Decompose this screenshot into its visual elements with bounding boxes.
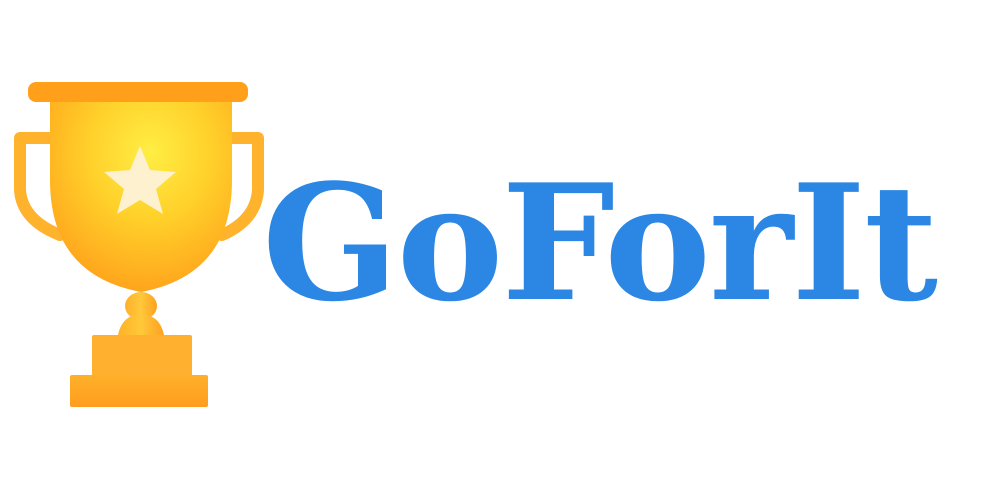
trophy-stem [118,314,164,335]
trophy-rim [28,82,248,102]
trophy-base-top [92,335,192,380]
trophy-star-icon [14,82,264,407]
brand-wordmark: GoForIt [262,149,938,337]
trophy-star [104,146,176,214]
trophy-base-bottom [70,375,208,407]
trophy-neck [125,292,157,320]
trophy-handles [14,132,264,241]
